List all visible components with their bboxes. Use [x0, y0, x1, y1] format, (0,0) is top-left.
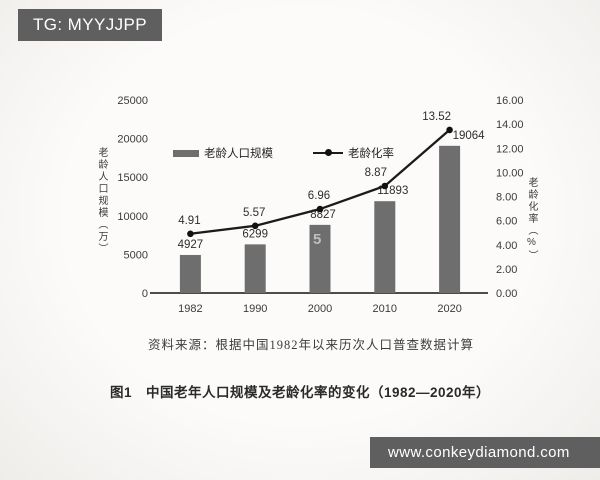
right-axis-tick: 14.00	[496, 119, 524, 131]
legend-item-line: 老龄化率	[313, 145, 394, 161]
left-axis-tick: 0	[142, 288, 148, 300]
left-axis-tick: 15000	[117, 172, 148, 184]
rate-value-label: 6.96	[308, 190, 330, 202]
line-marker	[187, 230, 194, 238]
bar	[439, 145, 461, 293]
watermark-badge-bottom-right: www.conkeydiamond.com	[370, 437, 600, 468]
bar-value-label: 8827	[310, 209, 336, 221]
rate-value-label: 13.52	[422, 111, 451, 123]
left-axis-tick: 10000	[117, 211, 148, 223]
bar-value-label: 19064	[453, 130, 486, 142]
bar-series-swatch-icon	[173, 149, 199, 157]
line-series-label: 老龄化率	[348, 148, 394, 160]
x-axis-tick: 2000	[308, 303, 332, 315]
left-axis-tick: 25000	[117, 95, 148, 107]
x-axis-tick: 2020	[437, 303, 461, 315]
left-axis-tick: 5000	[124, 249, 148, 261]
line-marker	[381, 182, 389, 190]
right-axis-title: 老龄化率（%）	[526, 177, 537, 262]
x-axis-tick: 1982	[178, 303, 202, 315]
line-series-swatch-icon	[313, 149, 343, 157]
figure-caption: 图1 中国老年人口规模及老龄化率的变化（1982—2020年）	[109, 385, 491, 400]
right-axis-tick: 12.00	[496, 143, 524, 155]
x-axis-tick: 1990	[243, 303, 267, 315]
line-marker	[251, 222, 259, 230]
right-axis-tick: 6.00	[496, 216, 517, 228]
watermark-badge-top-left: TG: MYYJJPP	[18, 9, 162, 41]
right-axis-tick: 8.00	[496, 192, 517, 204]
bar-value-label: 6299	[242, 228, 268, 240]
rate-value-label: 8.87	[365, 167, 387, 179]
right-axis-tick: 0.00	[496, 288, 517, 300]
legend-item-bar: 老龄人口规模	[173, 145, 273, 161]
right-axis-tick: 10.00	[496, 167, 524, 179]
bar	[179, 254, 201, 293]
rate-value-label: 4.91	[178, 215, 200, 227]
x-axis-tick: 2010	[373, 303, 397, 315]
right-axis-tick: 16.00	[496, 95, 524, 107]
bar-value-label: 4927	[178, 239, 204, 251]
bar-watermark-glyph: 5	[313, 231, 321, 248]
bar	[309, 224, 331, 293]
bar	[374, 201, 396, 293]
bar-series-label: 老龄人口规模	[204, 148, 273, 160]
left-axis-tick: 20000	[117, 134, 148, 146]
chart-legend: 老龄人口规模 老龄化率	[173, 145, 394, 161]
left-axis-title: 老龄人口规模（万）	[96, 147, 107, 255]
line-marker	[316, 205, 324, 213]
line-marker	[446, 126, 453, 134]
combo-chart: 0 5000 10000 15000 20000 25000 0.00 2.00 4.00 6.0…	[117, 95, 524, 315]
bar	[244, 244, 266, 293]
right-axis-tick: 4.00	[496, 240, 517, 252]
rate-value-label: 5.57	[243, 207, 265, 219]
source-note: 资料来源：根据中国1982年以来历次人口普查数据计算	[148, 338, 475, 352]
right-axis-tick: 2.00	[496, 264, 517, 276]
